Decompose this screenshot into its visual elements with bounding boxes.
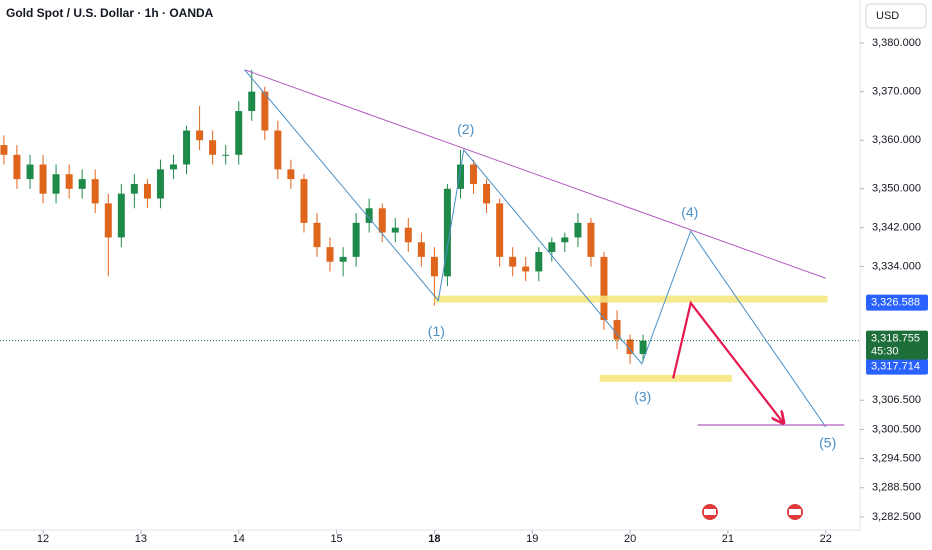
- y-tick-label: 3,370.000: [872, 86, 921, 98]
- y-tick-label: 3,380.000: [872, 37, 921, 49]
- y-tick-label: 3,306.500: [872, 394, 921, 406]
- y-tick-label: 3,360.000: [872, 134, 921, 146]
- candle-body: [274, 130, 282, 170]
- candle-body: [156, 169, 164, 199]
- price-label-box: [866, 294, 928, 311]
- candle-body: [587, 222, 595, 257]
- trendline: [244, 69, 826, 279]
- candle-body: [143, 183, 151, 199]
- candle-body: [169, 164, 177, 170]
- last-price-label: 3,318.755: [871, 333, 920, 345]
- x-tick-label: 22: [820, 533, 832, 545]
- forecast-arrow: [672, 300, 783, 422]
- candle-body: [339, 256, 347, 262]
- candle-body: [248, 91, 256, 112]
- candle-body: [65, 174, 73, 189]
- y-tick-label: 3,342.000: [872, 222, 921, 234]
- candle-body: [130, 183, 138, 194]
- candle-body: [391, 227, 399, 233]
- zone: [599, 374, 732, 382]
- candle-body: [365, 208, 373, 223]
- candle-body: [574, 222, 582, 238]
- candle-body: [104, 203, 112, 238]
- candle-body: [52, 174, 60, 194]
- candle-body: [509, 256, 517, 267]
- zone: [434, 295, 828, 303]
- candle-body: [117, 193, 125, 238]
- wave-line: [244, 69, 827, 428]
- candle-body: [535, 251, 543, 272]
- x-tick-label: 19: [526, 533, 538, 545]
- candle-body: [613, 320, 621, 340]
- x-tick-label: 21: [722, 533, 734, 545]
- wave-label: (5): [819, 435, 836, 451]
- candle-body: [352, 222, 360, 257]
- chart-title: Gold Spot / U.S. Dollar · 1h · OANDA: [6, 6, 214, 20]
- currency-label[interactable]: USD: [876, 10, 899, 22]
- candle-body: [222, 154, 230, 156]
- price-label: 3,317.714: [871, 361, 920, 373]
- candle-body: [78, 179, 86, 189]
- candle-body: [417, 242, 425, 257]
- y-tick-label: 3,282.500: [872, 511, 921, 523]
- price-label: 3,326.588: [871, 297, 920, 309]
- candle-body: [639, 340, 647, 355]
- y-tick-label: 3,350.000: [872, 183, 921, 195]
- x-tick-label: 12: [37, 533, 49, 545]
- wave-label: (1): [428, 323, 445, 339]
- candle-body: [13, 154, 21, 180]
- candle-body: [457, 164, 465, 189]
- candle-body: [209, 140, 217, 155]
- x-tick-label: 14: [233, 533, 245, 545]
- y-tick-label: 3,288.500: [872, 482, 921, 494]
- candle-body: [404, 227, 412, 243]
- candle-body: [287, 169, 295, 180]
- x-tick-label: 15: [330, 533, 342, 545]
- last-price-box: [866, 330, 928, 360]
- candle-body: [183, 130, 191, 165]
- countdown-label: 45:30: [871, 346, 899, 358]
- candle-body: [0, 145, 8, 155]
- candle-body: [313, 222, 321, 248]
- candle-body: [261, 91, 269, 131]
- candle-body: [548, 242, 556, 252]
- y-tick-label: 3,294.500: [872, 452, 921, 464]
- price-label-box: [866, 358, 928, 375]
- wave-label: (2): [457, 121, 474, 137]
- y-tick-label: 3,334.000: [872, 260, 921, 272]
- x-tick-label: 18: [428, 533, 440, 545]
- y-tick-label: 3,300.500: [872, 423, 921, 435]
- candle-body: [26, 164, 34, 180]
- candle-body: [600, 256, 608, 321]
- candle-body: [443, 188, 451, 277]
- candle-body: [470, 164, 478, 184]
- candle-body: [561, 237, 569, 243]
- wave-label: (4): [681, 204, 698, 220]
- candle-body: [483, 183, 491, 204]
- candle-body: [430, 256, 438, 277]
- candle-body: [496, 203, 504, 257]
- candle-body: [39, 164, 47, 194]
- candle-body: [326, 247, 334, 262]
- wave-label: (3): [634, 389, 651, 405]
- candle-body: [91, 179, 99, 204]
- currency-button[interactable]: [865, 3, 927, 29]
- candle-body: [300, 179, 308, 223]
- candle-body: [196, 130, 204, 141]
- x-tick-label: 20: [624, 533, 636, 545]
- candle-body: [378, 208, 386, 233]
- candle-body: [626, 339, 634, 355]
- event-icon[interactable]: [702, 504, 718, 520]
- candle-body: [235, 111, 243, 155]
- candle-body: [522, 266, 530, 272]
- x-tick-label: 13: [135, 533, 147, 545]
- event-icon[interactable]: [787, 504, 803, 520]
